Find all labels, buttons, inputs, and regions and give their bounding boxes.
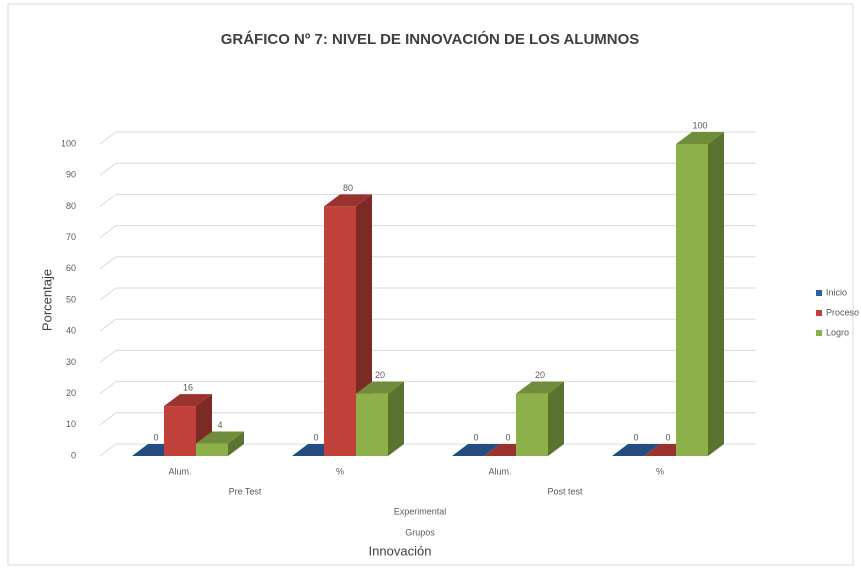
grid-line (99, 131, 117, 145)
grid-line (99, 349, 117, 363)
grid-line (99, 256, 117, 270)
bar-side (548, 381, 564, 456)
bar-side (708, 132, 724, 456)
x-tick-label: Alum. (168, 466, 191, 476)
data-label: 20 (375, 370, 385, 380)
legend-swatch (816, 290, 822, 296)
x-tick-label: % (336, 466, 344, 476)
data-label: 0 (153, 432, 158, 442)
grid-line (99, 412, 117, 426)
bar-top (516, 381, 564, 394)
legend-swatch (816, 330, 822, 336)
y-tick-label: 100 (61, 138, 76, 148)
data-label: 0 (665, 432, 670, 442)
bar (356, 393, 388, 456)
data-label: 20 (535, 370, 545, 380)
data-label: 100 (692, 120, 707, 130)
data-label: 0 (505, 432, 510, 442)
grid-line (99, 318, 117, 332)
x-tick-label: % (656, 466, 664, 476)
group-label: Pre Test (229, 486, 262, 496)
grid-line (99, 162, 117, 176)
legend-label: Proceso (826, 307, 859, 317)
y-tick-label: 50 (66, 294, 76, 304)
grid-line (99, 225, 117, 239)
y-tick-label: 10 (66, 419, 76, 429)
legend-swatch (816, 310, 822, 316)
bar (324, 206, 356, 456)
data-label: 0 (473, 432, 478, 442)
x-tick-label: Alum. (488, 466, 511, 476)
bar-side (388, 381, 404, 456)
grid-line (99, 193, 117, 207)
bar (516, 393, 548, 456)
bar (196, 443, 228, 456)
bar-top (324, 194, 372, 207)
data-label: 16 (183, 382, 193, 392)
y-tick-label: 90 (66, 170, 76, 180)
bar-top (356, 381, 404, 394)
y-tick-label: 80 (66, 201, 76, 211)
data-label: 80 (343, 183, 353, 193)
legend-label: Inicio (826, 287, 847, 297)
bar-top (196, 431, 244, 444)
supergroup-label: Experimental (394, 506, 447, 516)
bar-top (164, 394, 212, 407)
bar (164, 406, 196, 456)
level-title: Grupos (405, 527, 435, 537)
y-tick-label: 60 (66, 263, 76, 273)
bar-side (228, 431, 244, 456)
x-axis-title: Innovación (369, 543, 432, 558)
y-tick-label: 20 (66, 388, 76, 398)
chart-title: GRÁFICO Nº 7: NIVEL DE INNOVACIÓN DE LOS… (221, 30, 640, 48)
y-tick-label: 70 (66, 232, 76, 242)
bar-top (676, 132, 724, 144)
bar (676, 144, 708, 456)
grid-line (99, 443, 117, 457)
y-tick-label: 30 (66, 357, 76, 367)
y-tick-label: 0 (71, 450, 76, 460)
data-label: 0 (633, 432, 638, 442)
chart-border (7, 3, 854, 566)
y-axis-title: Porcentaje (39, 269, 54, 331)
grid-line (99, 381, 117, 395)
data-label: 0 (313, 432, 318, 442)
grid-line (99, 287, 117, 301)
legend-label: Logro (826, 327, 849, 337)
data-label: 4 (217, 420, 222, 430)
y-tick-label: 40 (66, 326, 76, 336)
group-label: Post test (547, 486, 583, 496)
